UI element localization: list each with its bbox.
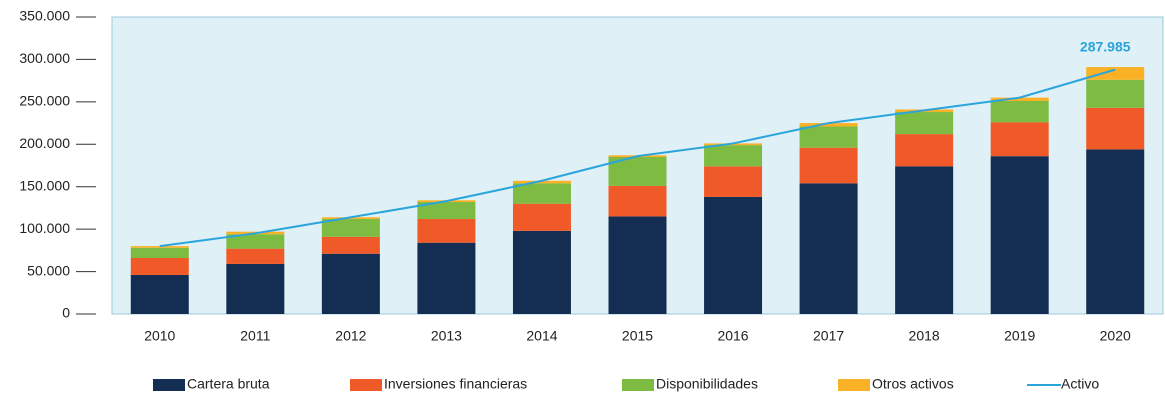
legend-swatch	[838, 379, 870, 391]
bar-segment	[704, 166, 763, 197]
bar-segment	[512, 180, 571, 184]
bar-segment	[1086, 149, 1145, 314]
bar-segment	[1086, 79, 1145, 108]
bar-segment	[799, 147, 858, 184]
x-tick-label: 2011	[240, 328, 270, 344]
bar-segment	[990, 122, 1049, 157]
legend-swatch	[350, 379, 382, 391]
bar-segment	[417, 242, 476, 314]
bar-segment	[321, 236, 380, 254]
legend-label: Otros activos	[872, 376, 954, 392]
bar-segment	[1086, 67, 1145, 80]
bar-segment	[990, 101, 1049, 123]
x-tick-label: 2016	[717, 328, 748, 344]
bar-segment	[895, 166, 954, 314]
bar-segment	[704, 145, 763, 167]
bar-segment	[799, 183, 858, 314]
bar-segment	[990, 156, 1049, 314]
y-tick-label: 300.000	[19, 50, 70, 66]
bar-segment	[130, 247, 189, 258]
bar-segment	[704, 196, 763, 314]
bar-segment	[130, 257, 189, 275]
bar-segment	[226, 248, 285, 264]
legend-label: Activo	[1061, 376, 1099, 392]
bar-segment	[799, 126, 858, 148]
x-tick-label: 2014	[526, 328, 557, 344]
legend-label: Disponibilidades	[656, 376, 758, 392]
y-tick-label: 150.000	[19, 177, 70, 193]
bar-segment	[512, 203, 571, 231]
x-tick-label: 2013	[431, 328, 462, 344]
line	[159, 68, 1116, 248]
bar-segment	[608, 185, 667, 217]
bar-segment	[512, 230, 571, 314]
x-tick-label: 2020	[1100, 328, 1131, 344]
bar-segment	[417, 201, 476, 219]
bar-segment	[226, 234, 285, 249]
bar-segment	[130, 274, 189, 314]
bar-segment	[608, 216, 667, 314]
y-tick-label: 200.000	[19, 135, 70, 151]
y-tick-label: 0	[62, 305, 70, 321]
y-tick-label: 250.000	[19, 93, 70, 109]
bar-segment	[321, 253, 380, 314]
y-tick-label: 50.000	[27, 262, 70, 278]
x-tick-label: 2010	[144, 328, 175, 344]
x-tick-label: 2015	[622, 328, 653, 344]
bar-segment	[321, 218, 380, 237]
legend-label: Cartera bruta	[187, 376, 270, 392]
legend-label: Inversiones financieras	[384, 376, 527, 392]
bar-segment	[512, 183, 571, 204]
x-tick-label: 2019	[1004, 328, 1035, 344]
bar-segment	[895, 134, 954, 167]
bar-segment	[799, 123, 858, 127]
x-tick-label: 2018	[909, 328, 940, 344]
bar-segment	[990, 97, 1049, 102]
legend-swatch	[153, 379, 185, 391]
y-tick-label: 100.000	[19, 220, 70, 236]
bar-segment	[895, 112, 954, 135]
bar-segment	[417, 218, 476, 243]
y-tick-label: 350.000	[19, 8, 70, 24]
bar-segment	[1086, 107, 1145, 150]
legend-swatch	[622, 379, 654, 391]
bar-segment	[130, 246, 189, 248]
x-tick-label: 2017	[813, 328, 844, 344]
x-tick-label: 2012	[335, 328, 366, 344]
bar-segment	[226, 263, 285, 314]
data-label: 287.985	[1080, 38, 1131, 54]
